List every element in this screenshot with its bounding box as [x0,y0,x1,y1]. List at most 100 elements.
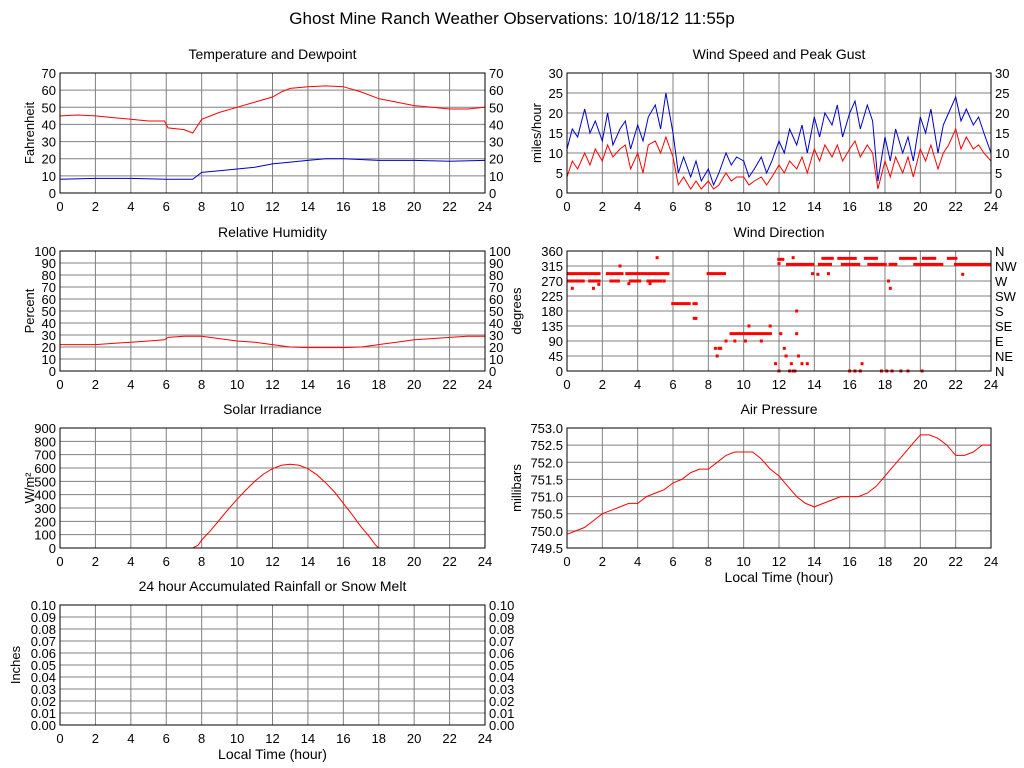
y-tick-label: 0 [49,186,56,201]
x-tick-label: 10 [230,731,244,746]
y-tick-label: 270 [541,274,563,289]
x-tick-label: 4 [127,377,134,392]
x-tick-label: 12 [265,731,279,746]
direction-point [784,354,788,358]
x-tick-label: 4 [634,199,641,214]
right-tick-label: 0 [995,186,1002,201]
plot-frame [59,427,486,549]
x-axis-label: Local Time (hour) [218,746,327,762]
series-line [566,92,992,187]
y-tick-label: 0.01 [31,706,56,721]
direction-point [627,282,631,286]
y-tick-label: 10 [42,352,56,367]
x-tick-label: 4 [127,199,134,214]
x-tick-label: 0 [563,199,570,214]
x-tick-label: 16 [336,731,350,746]
x-tick-label: 4 [127,731,134,746]
right-tick-label: N [995,364,1004,379]
y-tick-label: 30 [42,328,56,343]
x-tick-label: 22 [948,377,962,392]
direction-point [694,316,698,320]
x-tick-label: 18 [878,554,892,569]
y-tick-label: 45 [549,349,563,364]
series-line [60,463,485,549]
x-tick-label: 18 [372,199,386,214]
y-tick-label: 0 [49,541,56,556]
x-tick-label: 24 [478,554,492,569]
direction-point [655,256,659,260]
x-tick-label: 24 [478,731,492,746]
x-tick-label: 12 [772,377,786,392]
series-line [566,127,992,190]
x-tick-label: 14 [301,199,315,214]
y-tick-label: 0.06 [31,646,56,661]
y-tick-label: 751.5 [530,472,563,487]
y-tick-label: 60 [42,292,56,307]
direction-point [795,332,799,336]
y-tick-label: 0.03 [31,682,56,697]
x-tick-label: 12 [772,554,786,569]
direction-point [733,339,737,343]
y-tick-label: 0.04 [31,670,56,685]
x-tick-label: 6 [163,554,170,569]
x-tick-label: 22 [442,377,456,392]
direction-point [789,362,793,366]
x-tick-label: 16 [336,554,350,569]
right-tick-label: 70 [489,66,503,81]
direction-point [743,339,747,343]
right-tick-label: W [995,274,1008,289]
x-tick-label: 6 [669,554,676,569]
x-tick-label: 20 [913,554,927,569]
x-tick-label: 20 [407,199,421,214]
y-tick-label: 60 [42,83,56,98]
right-tick-label: 80 [489,268,503,283]
right-tick-label: 25 [995,86,1009,101]
direction-point [724,339,728,343]
x-tick-label: 24 [984,377,998,392]
y-tick-label: 90 [549,334,563,349]
x-tick-label: 8 [705,554,712,569]
direction-point [597,282,601,286]
plot-frame [566,427,992,549]
y-tick-label: 70 [42,66,56,81]
x-tick-label: 2 [92,377,99,392]
x-tick-label: 16 [336,199,350,214]
direction-point [759,339,763,343]
x-tick-label: 14 [807,377,821,392]
x-tick-label: 22 [442,199,456,214]
x-tick-label: 10 [736,554,750,569]
y-tick-label: 5 [556,166,563,181]
x-tick-label: 2 [599,199,606,214]
x-tick-label: 2 [92,731,99,746]
right-tick-label: NE [995,349,1013,364]
x-tick-label: 22 [948,199,962,214]
series-line [566,434,991,535]
chart-title: Relative Humidity [218,224,327,240]
direction-point [887,279,891,283]
right-tick-label: 5 [995,166,1002,181]
direction-point [570,286,574,290]
right-tick-label: 10 [995,146,1009,161]
right-tick-label: 15 [995,126,1009,141]
x-tick-label: 14 [301,554,315,569]
right-tick-label: 0.01 [489,706,514,721]
direction-point [713,346,717,350]
direction-point [796,354,800,358]
x-tick-label: 20 [407,377,421,392]
right-tick-label: 50 [489,100,503,115]
x-tick-label: 16 [842,199,856,214]
x-tick-label: 2 [599,377,606,392]
y-tick-label: 752.0 [530,455,563,470]
direction-point [768,324,772,328]
x-tick-label: 10 [230,199,244,214]
plot-frame [59,250,486,372]
right-tick-label: 30 [489,135,503,150]
y-tick-label: 50 [42,304,56,319]
right-tick-label: S [995,304,1004,319]
right-tick-label: 0.00 [489,718,514,733]
x-tick-label: 0 [56,731,63,746]
direction-point [717,346,721,350]
y-tick-label: 40 [42,316,56,331]
